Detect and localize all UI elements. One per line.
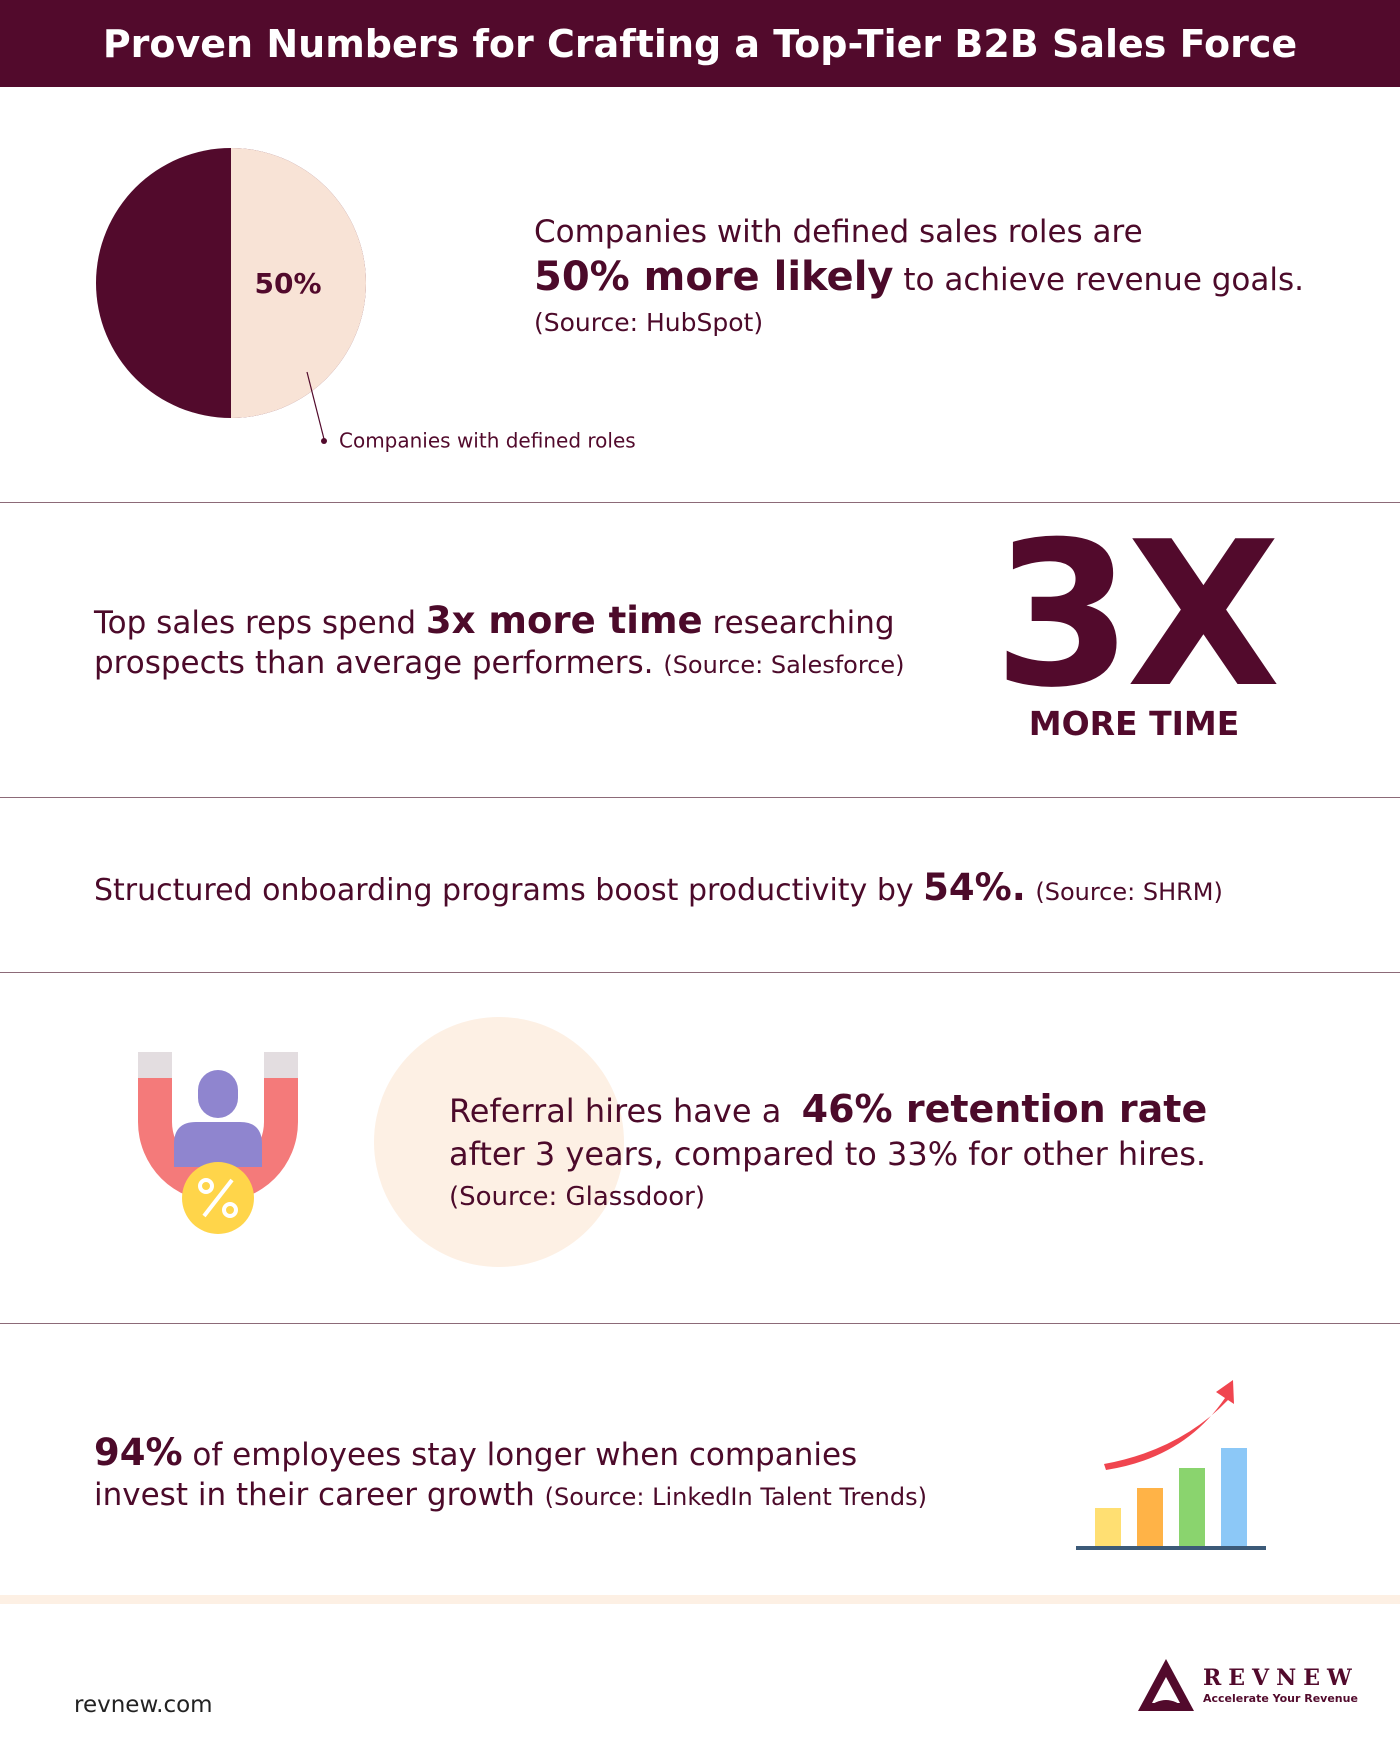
text: Referral hires have a — [449, 1092, 782, 1130]
pie-label: 50% — [254, 267, 321, 300]
bg-circle — [374, 1017, 624, 1267]
highlight: 3x more time — [425, 599, 703, 642]
person-head — [198, 1070, 238, 1118]
icon-arrow — [1104, 1380, 1234, 1470]
pie-chart: 50% Companies with defined roles — [96, 148, 636, 453]
logo-tagline: Accelerate Your Revenue — [1203, 1692, 1358, 1705]
stat-text: Referral hires have a 46% retention rate… — [449, 1086, 1207, 1214]
pie-legend: Companies with defined roles — [339, 429, 636, 453]
big-caption: MORE TIME — [1028, 704, 1240, 743]
coin-symbol — [202, 1178, 234, 1218]
source: (Source: Glassdoor) — [449, 1181, 706, 1212]
big-stat: 3X — [993, 499, 1280, 732]
website: revnew.com — [74, 1692, 213, 1718]
source: (Source: HubSpot) — [534, 307, 764, 337]
text: researching — [712, 605, 895, 641]
growth-icon — [1076, 1380, 1266, 1550]
stat-text: 94% of employees stay longer when compan… — [94, 1430, 927, 1515]
highlight: 50% more likely — [534, 253, 894, 300]
text: invest in their career growth — [94, 1477, 535, 1514]
magnet-tip — [138, 1052, 172, 1078]
source: (Source: Salesforce) — [663, 651, 905, 680]
magnet-tip — [264, 1052, 298, 1078]
divider — [0, 502, 1400, 503]
highlight: 94% — [94, 1431, 183, 1474]
text: Top sales reps spend — [94, 605, 417, 641]
leader-dot — [321, 438, 327, 444]
illustration — [138, 1017, 624, 1267]
text: Structured onboarding programs boost pro… — [94, 873, 914, 908]
text: to achieve revenue goals. — [903, 261, 1304, 298]
leader-line — [306, 371, 325, 440]
divider — [0, 1323, 1400, 1324]
highlight: 46% retention rate — [801, 1087, 1208, 1131]
logo-inner — [1152, 1677, 1180, 1703]
header-title: Proven Numbers for Crafting a Top-Tier B… — [0, 0, 1400, 87]
text: of employees stay longer when companies — [192, 1437, 858, 1473]
person-body — [174, 1122, 262, 1167]
stat-text: Companies with defined sales roles are 5… — [534, 213, 1304, 341]
logo-name: REVNEW — [1203, 1665, 1359, 1691]
footer-band — [0, 1595, 1400, 1604]
text: prospects than average performers. — [94, 645, 654, 682]
divider — [0, 797, 1400, 798]
source: (Source: LinkedIn Talent Trends) — [544, 1483, 927, 1512]
logo-mark — [1138, 1659, 1194, 1711]
icon-bar — [1179, 1468, 1205, 1546]
stat-text: Structured onboarding programs boost pro… — [94, 865, 1223, 911]
icon-bar — [1137, 1488, 1163, 1546]
text: after 3 years, compared to 33% for other… — [449, 1134, 1207, 1173]
icon-bar — [1221, 1448, 1247, 1546]
icon-bar — [1095, 1508, 1121, 1546]
highlight: 54%. — [923, 866, 1026, 909]
divider — [0, 972, 1400, 973]
logo-wave — [1146, 1700, 1186, 1709]
pie-slice — [231, 148, 366, 418]
source: (Source: SHRM) — [1035, 878, 1223, 906]
coin-symbol — [198, 1178, 214, 1194]
stat-text: Top sales reps spend 3x more time resear… — [94, 598, 905, 683]
text: Companies with defined sales roles are — [534, 214, 1143, 250]
coin-symbol — [222, 1202, 238, 1218]
